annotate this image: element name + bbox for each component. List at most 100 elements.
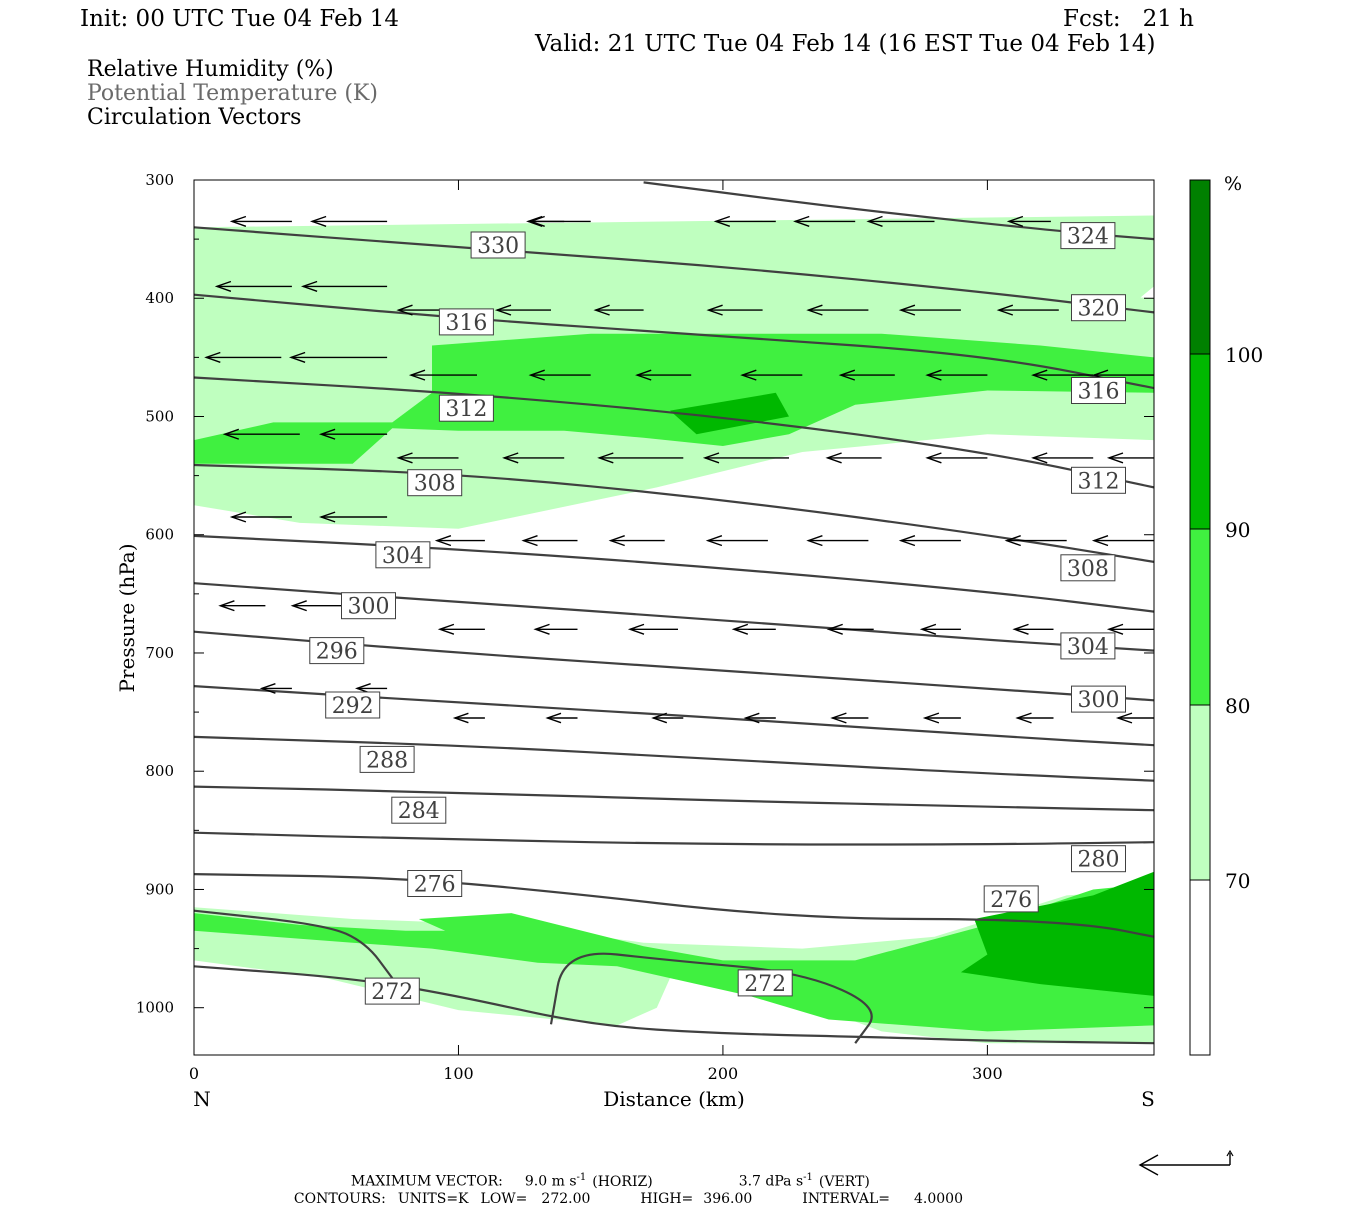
vector-head [396,452,413,464]
x-tick-label: 200 [708,1064,739,1083]
legend-potential-temperature: Potential Temperature (K) [87,81,378,106]
contour-label-text: 276 [414,873,456,898]
colorbar-segment [1189,528,1211,706]
contour-label: 276 [983,885,1039,913]
contour-label-text: 300 [348,595,390,620]
vector-head [1012,623,1029,635]
contour-label-box [983,885,1039,913]
circulation-vector [731,623,776,635]
contour-label: 324 [1060,222,1116,250]
contour-label: 304 [375,541,431,569]
contour-label-box [364,977,420,1005]
circulation-vector [204,351,282,363]
vector-head [806,535,823,547]
vector-head [1015,712,1032,724]
circulation-vector [1106,623,1154,635]
rh-fill-80 [194,333,1154,464]
contour-label-box [737,969,793,997]
theta-contour-288 [194,735,1154,782]
vector-head [593,304,610,316]
vector-head [222,428,240,440]
circulation-vector [898,304,961,316]
contour-label-box [1060,632,1116,660]
circulation-vector [218,600,266,612]
contour-label-text: 272 [744,972,786,997]
theta-contour-272 [549,952,873,1044]
x-axis-left-end: N [193,1087,211,1111]
vector-head [318,428,336,440]
colorbar: 70 80 90 100% [1189,173,1263,1056]
cross-section-chart: 330 324 320 316 316 312 312 308 308 304 304 300 300 2… [115,171,1263,1111]
max-vector-label: MAXIMUM VECTOR: [350,1173,503,1190]
contours-high-value: 396.00 [703,1191,753,1207]
vector-head [204,351,221,363]
vector-head [528,369,545,381]
contour-label: 312 [1071,466,1126,494]
contour-label: 280 [1071,845,1126,873]
circulation-vector [635,369,692,381]
contours-high-label: HIGH= [640,1191,694,1207]
circulation-vector [533,623,578,635]
x-tick-label: 0 [189,1064,199,1083]
circulation-vector [593,304,644,316]
max-vector-horiz-value: 9.0 m s [524,1173,577,1190]
circulation-vector [597,452,684,464]
vector-head [651,712,668,724]
vector-head [526,215,543,227]
vector-head [922,712,940,724]
contour-label-text: 330 [477,234,519,259]
contour-label-text: 320 [1078,297,1120,322]
theta-contour-312 [194,376,1154,489]
forecast-hour: Fcst: 21 h [1063,6,1194,32]
reference-vector [1138,1149,1234,1176]
circulation-vector [1031,452,1094,464]
contour-label-text: 312 [445,397,487,422]
y-tick-label: 600 [145,526,174,544]
vector-head [925,452,942,464]
vector-head [288,351,306,363]
max-vector-vert-unit: (VERT) [818,1173,870,1190]
contour-label: 288 [359,745,415,773]
vector-head [740,369,757,381]
y-tick-label: 400 [145,289,174,307]
circulation-vector [627,623,678,635]
y-tick-label: 900 [145,880,174,898]
contour-label-box [375,541,431,569]
vector-head [898,304,916,316]
vector-head [434,535,452,547]
circulation-vector [1091,535,1154,547]
vector-head [259,683,276,694]
circulation-vector [925,369,988,381]
contour-label-box [1060,222,1116,250]
legend-relative-humidity: Relative Humidity (%) [87,57,334,82]
x-tick-label: 100 [443,1064,474,1083]
contour-label: 300 [341,592,396,620]
vector-head [229,215,247,227]
vector-head [996,304,1014,316]
circulation-vector [1106,452,1154,464]
contours-low-label: LOW= [480,1191,528,1207]
y-tick-label: 500 [145,407,174,425]
contour-label: 316 [1071,377,1126,405]
vector-head [898,535,916,547]
circulation-vector [300,280,388,292]
circulation-vector [1031,369,1094,381]
theta-contour-292 [194,685,1154,747]
contour-label: 316 [438,308,494,336]
contours-label: CONTOURS: [293,1191,386,1207]
contour-label-box [341,592,396,620]
circulation-vector [545,712,578,724]
superscript: -1 [576,1172,587,1183]
y-tick-label: 800 [145,762,174,780]
contour-label: 330 [470,231,526,259]
circulation-vector [806,304,869,316]
vector-head [825,452,842,464]
contour-label: 276 [407,870,463,898]
contours-low-value: 272.00 [541,1191,591,1207]
circulation-vector [437,623,485,635]
contour-label-text: 304 [382,544,424,569]
circulation-vector [494,304,551,316]
vector-head [290,600,307,612]
circulation-vector [830,712,869,724]
contour-label: 312 [438,394,494,422]
